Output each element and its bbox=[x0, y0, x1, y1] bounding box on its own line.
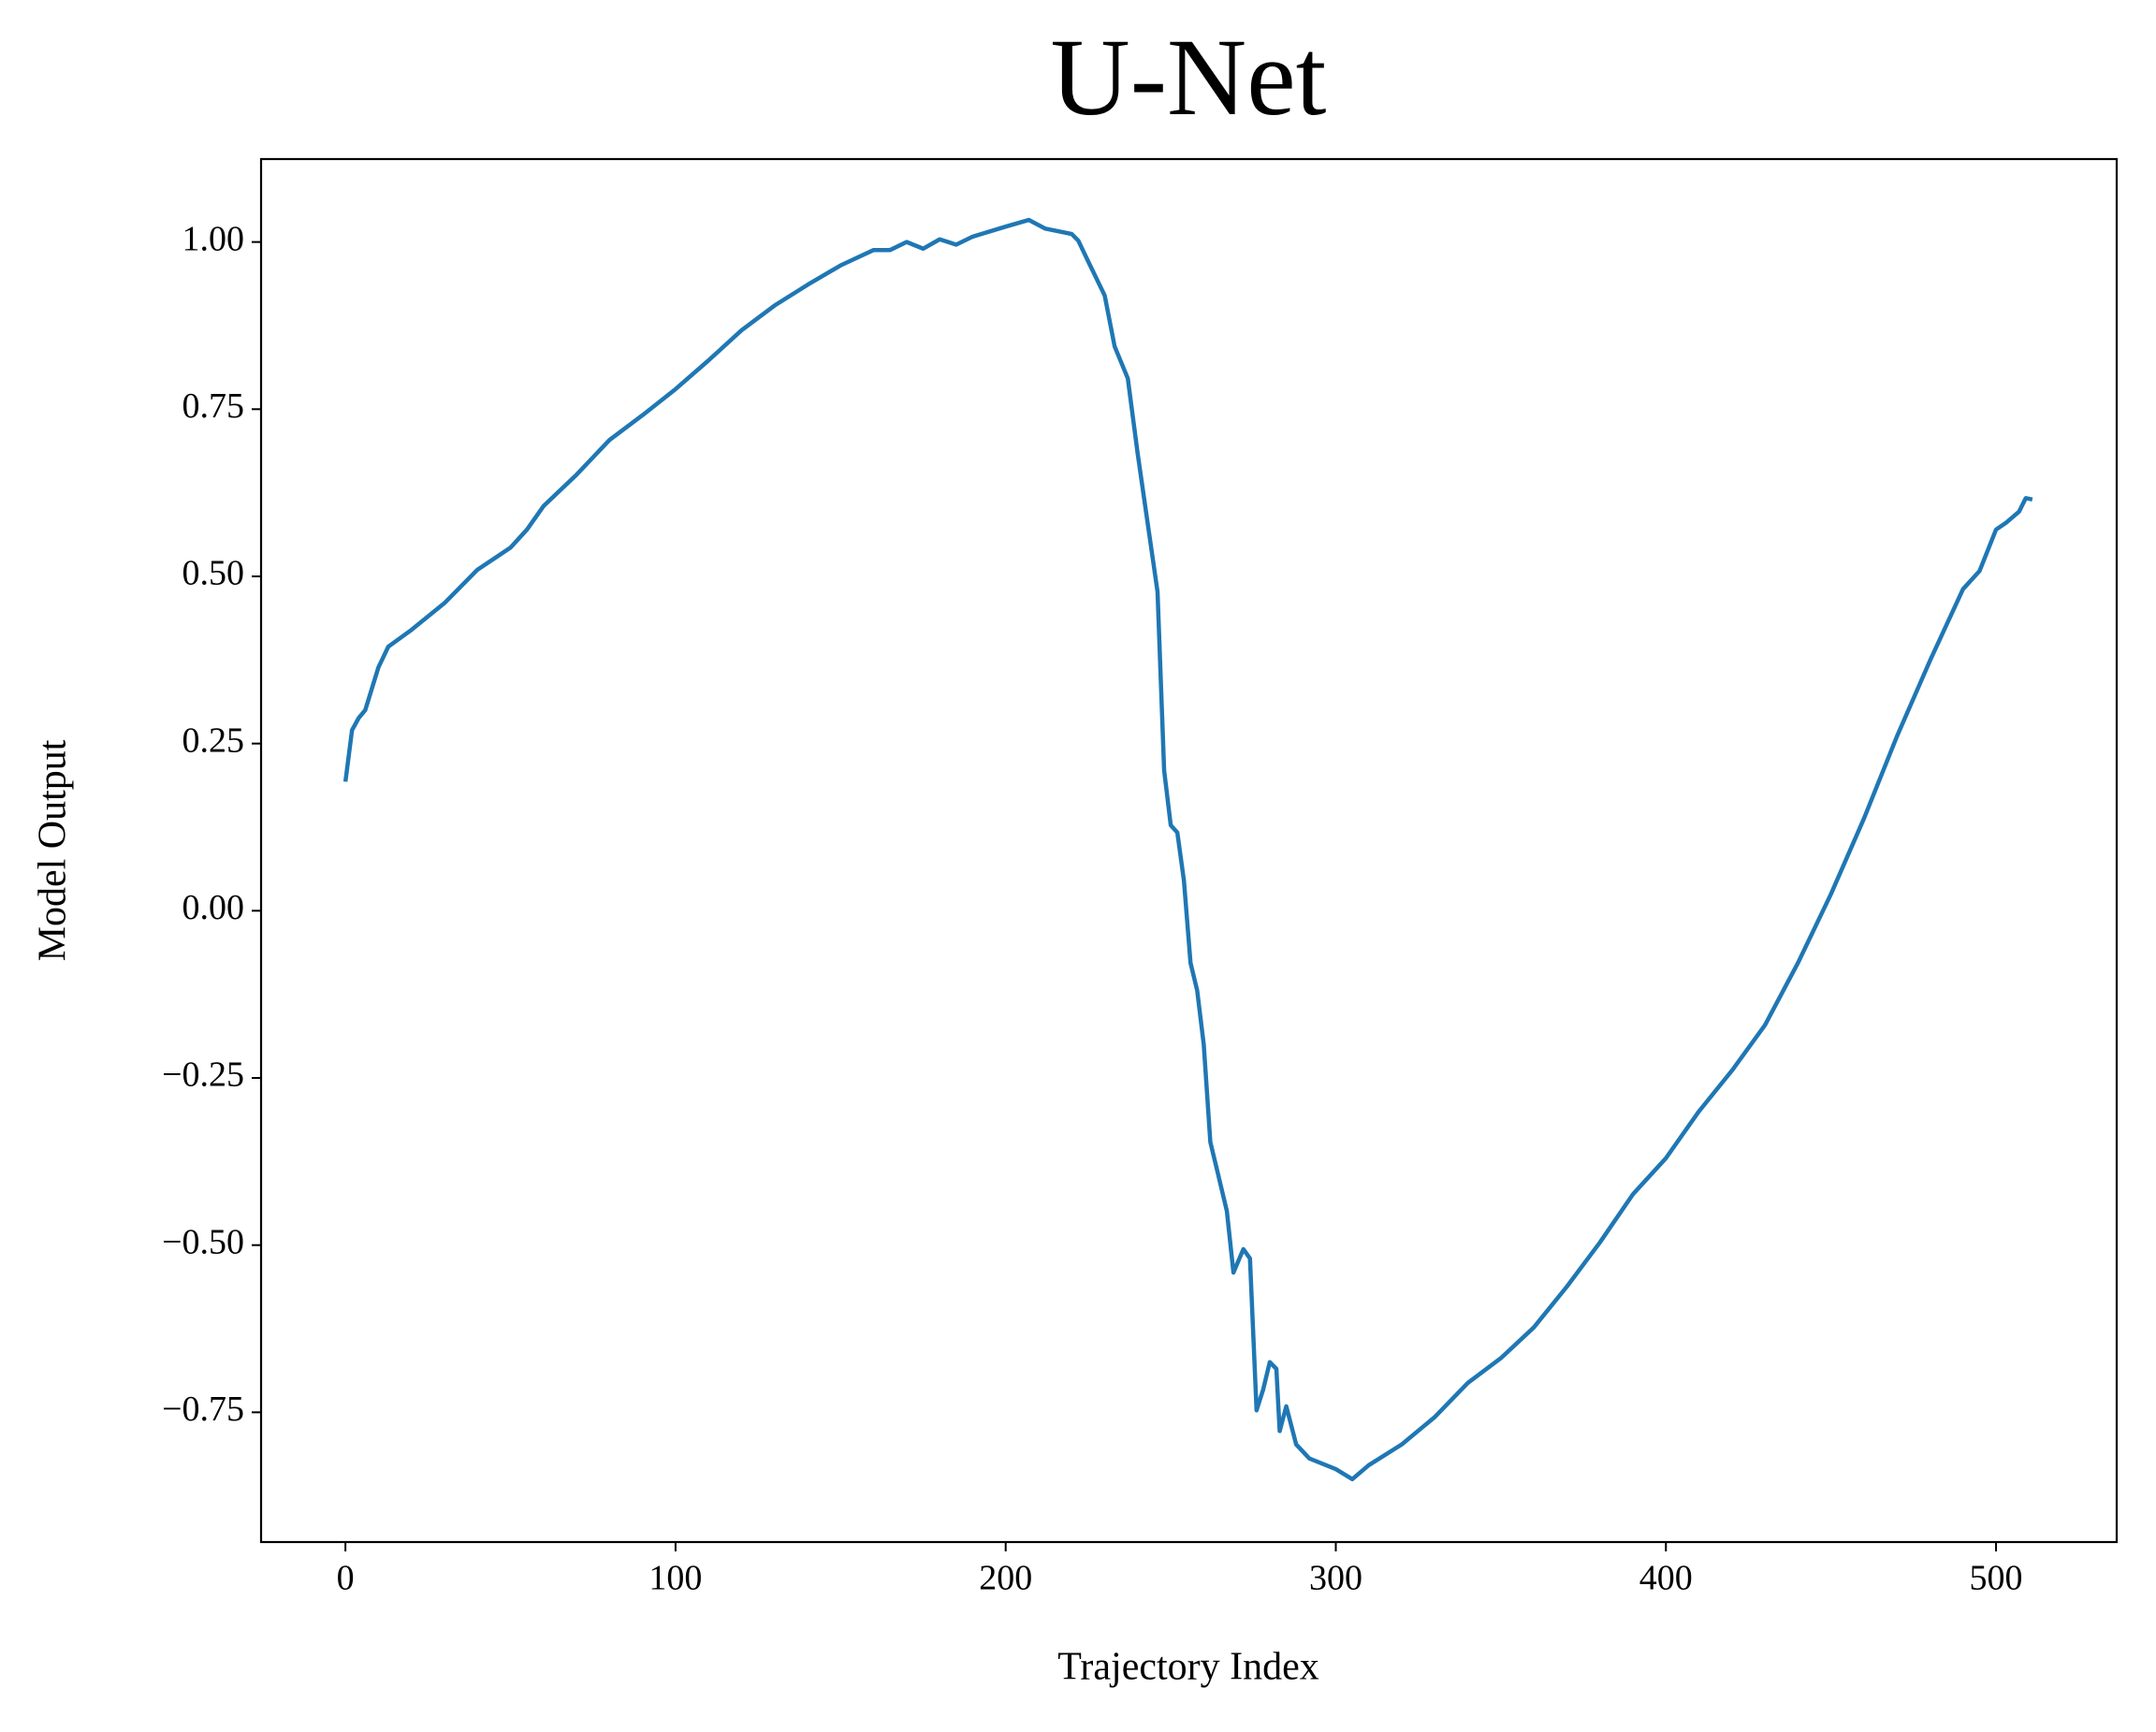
y-tick-label: 1.00 bbox=[182, 219, 245, 258]
plot-frame bbox=[259, 157, 2119, 1544]
x-tick-label: 500 bbox=[1970, 1559, 2023, 1598]
y-axis-label: Model Output bbox=[32, 739, 75, 961]
chart-title: U-Net bbox=[1051, 16, 1327, 138]
y-tick-label: 0.75 bbox=[182, 386, 245, 426]
y-tick-label: 0.50 bbox=[182, 554, 245, 593]
y-tick-label: −0.50 bbox=[162, 1222, 244, 1261]
x-tick-label: 0 bbox=[337, 1559, 355, 1598]
x-axis-label: Trajectory Index bbox=[1057, 1646, 1319, 1689]
y-tick-label: −0.25 bbox=[162, 1055, 244, 1095]
y-tick-label: −0.75 bbox=[162, 1390, 244, 1429]
y-tick-label: 0.00 bbox=[182, 888, 245, 927]
x-tick-label: 200 bbox=[979, 1559, 1032, 1598]
data-line bbox=[342, 217, 2033, 1482]
y-tick-label: 0.25 bbox=[182, 720, 245, 760]
x-tick-label: 100 bbox=[648, 1559, 702, 1598]
x-tick-label: 400 bbox=[1639, 1559, 1693, 1598]
x-tick-label: 300 bbox=[1309, 1559, 1362, 1598]
